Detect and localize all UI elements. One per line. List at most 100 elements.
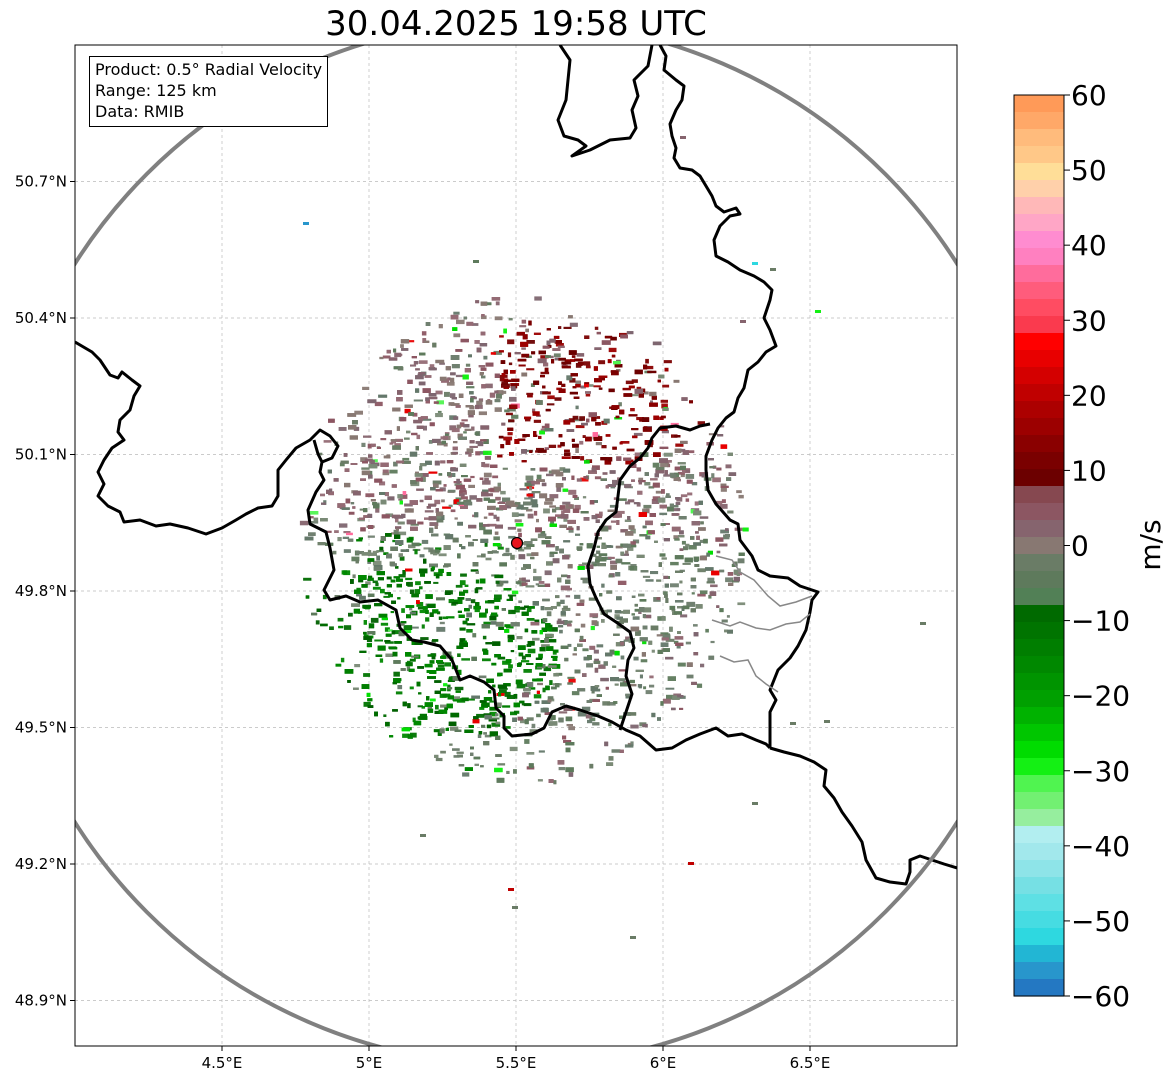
echo-pixel	[708, 594, 712, 599]
echo-pixel	[576, 478, 582, 482]
colorbar-band	[1014, 605, 1064, 623]
echo-pixel	[727, 629, 733, 634]
echo-pixel	[736, 573, 740, 576]
echo-pixel	[640, 659, 648, 663]
echo-pixel	[361, 552, 371, 556]
echo-pixel	[362, 386, 370, 390]
echo-pixel	[405, 662, 413, 667]
echo-pixel	[538, 581, 545, 584]
echo-pixel	[563, 420, 571, 425]
echo-pixel	[524, 605, 529, 608]
echo-pixel	[406, 582, 410, 586]
echo-pixel	[436, 518, 444, 523]
region-border-3	[719, 655, 779, 693]
echo-pixel	[356, 587, 361, 592]
echo-pixel	[491, 551, 499, 554]
echo-pixel	[519, 582, 524, 587]
echo-pixel	[563, 468, 571, 473]
echo-pixel	[374, 603, 383, 607]
echo-pixel	[447, 684, 451, 689]
echo-pixel	[308, 532, 316, 536]
echo-pixel	[501, 381, 508, 385]
echo-pixel	[399, 556, 405, 561]
echo-pixel	[455, 405, 461, 408]
echo-pixel	[539, 533, 547, 537]
echo-pixel	[589, 645, 596, 650]
echo-pixel	[386, 553, 392, 559]
echo-pixel	[350, 463, 358, 465]
echo-pixel	[553, 673, 559, 677]
echo-pixel	[542, 618, 548, 623]
echo-pixel	[408, 412, 414, 416]
echo-pixel	[485, 400, 493, 405]
echo-pixel	[407, 508, 412, 512]
echo-pixel	[511, 386, 516, 391]
echo-pixel	[444, 563, 451, 567]
echo-pixel	[588, 412, 597, 418]
echo-pixel	[384, 492, 389, 497]
echo-pixel	[625, 459, 634, 465]
echo-pixel	[372, 586, 381, 590]
echo-pixel	[685, 474, 695, 479]
echo-pixel	[655, 469, 665, 474]
echo-pixel	[510, 711, 518, 716]
echo-pixel	[468, 604, 472, 609]
echo-pixel	[613, 497, 618, 500]
echo-pixel	[627, 547, 634, 551]
echo-pixel	[696, 535, 700, 540]
echo-pixel	[344, 482, 351, 488]
echo-pixel	[304, 536, 314, 541]
echo-pixel	[536, 518, 539, 523]
echo-pixel	[582, 648, 589, 652]
echo-pixel	[421, 539, 429, 544]
colorbar-band	[1014, 503, 1064, 521]
echo-pixel	[579, 599, 585, 603]
echo-pixel	[507, 339, 515, 345]
echo-pixel	[602, 472, 608, 475]
echo-pixel	[567, 682, 573, 685]
echo-pixel	[509, 595, 513, 600]
echo-pixel	[469, 391, 474, 395]
echo-pixel	[528, 687, 536, 690]
echo-pixel	[670, 561, 679, 566]
echo-pixel	[563, 326, 572, 329]
echo-pixel	[709, 466, 716, 469]
echo-pixel	[619, 715, 625, 719]
echo-pixel	[720, 487, 727, 492]
echo-pixel	[563, 706, 573, 711]
echo-pixel	[459, 490, 467, 494]
echo-pixel	[495, 721, 501, 725]
echo-pixel	[675, 443, 684, 447]
echo-pixel	[618, 678, 626, 682]
echo-pixel	[414, 549, 418, 555]
echo-pixel	[339, 523, 348, 528]
echo-pixel	[419, 554, 425, 558]
echo-pixel	[611, 405, 620, 409]
echo-pixel	[597, 563, 606, 567]
echo-pixel	[393, 576, 400, 579]
echo-pixel	[516, 331, 525, 336]
echo-pixel	[459, 627, 466, 631]
echo-pixel	[480, 765, 484, 768]
echo-pixel	[437, 410, 442, 413]
echo-pixel	[563, 620, 572, 626]
echo-pixel	[495, 580, 502, 584]
echo-pixel	[687, 492, 693, 496]
echo-pixel	[577, 566, 585, 570]
echo-pixel	[373, 504, 380, 509]
echo-pixel	[471, 695, 480, 699]
echo-pixel	[610, 520, 617, 523]
echo-pixel	[404, 437, 410, 440]
echo-pixel	[579, 639, 586, 642]
echo-pixel	[622, 543, 632, 548]
echo-pixel	[489, 731, 498, 737]
echo-pixel	[667, 506, 674, 512]
colorbar-tick-label: 30	[1071, 304, 1107, 337]
echo-pixel	[444, 391, 450, 397]
echo-pixel	[526, 340, 535, 344]
echo-pixel	[680, 440, 688, 444]
echo-pixel	[703, 538, 708, 544]
echo-pixel	[682, 450, 689, 455]
echo-pixel	[633, 656, 639, 661]
echo-pixel	[476, 347, 482, 353]
